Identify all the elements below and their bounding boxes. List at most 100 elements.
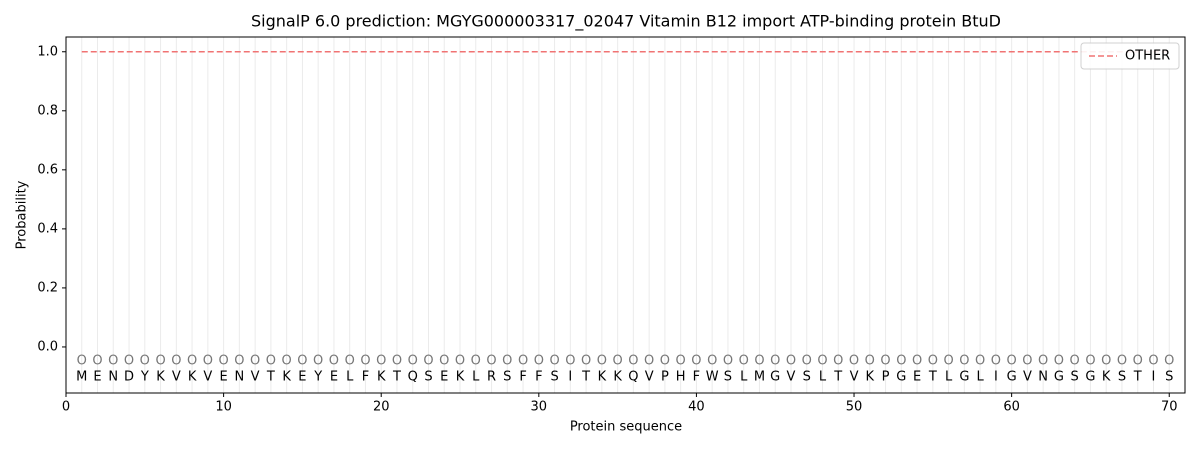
residue-label: O	[1101, 354, 1111, 369]
x-tick-label: 70	[1161, 400, 1178, 415]
residue-label: O	[754, 354, 764, 369]
residue-label: O	[423, 354, 433, 369]
residue-label: O	[502, 354, 512, 369]
residue: V	[787, 370, 796, 385]
residue-label: O	[187, 354, 197, 369]
y-tick-label: 1.0	[37, 44, 58, 59]
residue: V	[850, 370, 859, 385]
legend-box	[1080, 42, 1180, 70]
residue: T	[833, 370, 842, 385]
residue: S	[1071, 370, 1079, 385]
residue: G	[1085, 370, 1095, 385]
residue-label: O	[108, 354, 118, 369]
residue-label: O	[360, 354, 370, 369]
residue: K	[156, 370, 165, 385]
residue-label: O	[1164, 354, 1174, 369]
residue: E	[440, 370, 448, 385]
residue-label: O	[345, 354, 355, 369]
residue: T	[581, 370, 590, 385]
residue: K	[1102, 370, 1111, 385]
residue: Q	[628, 370, 638, 385]
residue-label: O	[644, 354, 654, 369]
legend-label: OTHER	[1125, 49, 1170, 64]
residue-label: O	[786, 354, 796, 369]
residue: Q	[408, 370, 418, 385]
residue: K	[377, 370, 386, 385]
residue-label: O	[218, 354, 228, 369]
y-tick-label: 0.4	[37, 221, 58, 236]
residue: G	[959, 370, 969, 385]
residue: L	[945, 370, 953, 385]
residue-label: O	[408, 354, 418, 369]
residue-label: O	[124, 354, 134, 369]
x-axis-label: Protein sequence	[570, 420, 682, 435]
residue: Y	[313, 370, 322, 385]
residue-label: O	[282, 354, 292, 369]
residue-label: O	[297, 354, 307, 369]
residue: L	[346, 370, 354, 385]
y-tick-label: 0.6	[37, 162, 58, 177]
plot-frame	[65, 36, 1186, 394]
residue-label: O	[597, 354, 607, 369]
y-tick-label: 0.2	[37, 280, 58, 295]
residue: S	[550, 370, 558, 385]
residue-label: O	[234, 354, 244, 369]
residue-label: O	[691, 354, 701, 369]
residue: N	[108, 370, 118, 385]
residue: R	[487, 370, 496, 385]
y-tick-label: 0.8	[37, 103, 58, 118]
residue-label: O	[313, 354, 323, 369]
residue-label: O	[991, 354, 1001, 369]
residue-label: O	[203, 354, 213, 369]
residue-label: O	[912, 354, 922, 369]
residue-label: O	[613, 354, 623, 369]
residue-label: O	[1133, 354, 1143, 369]
residue: F	[519, 370, 526, 385]
residue-label: O	[140, 354, 150, 369]
residue-label: O	[1022, 354, 1032, 369]
residue: L	[740, 370, 748, 385]
residue: E	[298, 370, 306, 385]
residue: I	[994, 370, 998, 385]
residue-label: O	[707, 354, 717, 369]
residue: K	[282, 370, 291, 385]
residue: L	[819, 370, 827, 385]
residue-label: O	[723, 354, 733, 369]
residue-label: O	[518, 354, 528, 369]
residue-label: O	[376, 354, 386, 369]
residue-label: O	[943, 354, 953, 369]
residue-label: O	[439, 354, 449, 369]
residue-label: O	[266, 354, 276, 369]
residue-label: O	[1070, 354, 1080, 369]
residue-label: O	[660, 354, 670, 369]
residue: L	[472, 370, 480, 385]
residue-label: O	[880, 354, 890, 369]
residue: M	[76, 370, 87, 385]
residue-label: O	[329, 354, 339, 369]
residue: N	[234, 370, 244, 385]
chart-title: SignalP 6.0 prediction: MGYG000003317_02…	[251, 12, 1001, 32]
residue: T	[1133, 370, 1142, 385]
residue-label: O	[1148, 354, 1158, 369]
residue: T	[928, 370, 937, 385]
residue-label: O	[92, 354, 102, 369]
residue-label: O	[849, 354, 859, 369]
residue-label: O	[817, 354, 827, 369]
residue-label: O	[565, 354, 575, 369]
residue: P	[882, 370, 890, 385]
residue: G	[1007, 370, 1017, 385]
residue-label: O	[676, 354, 686, 369]
residue: V	[251, 370, 260, 385]
residue-label: O	[896, 354, 906, 369]
residue: S	[803, 370, 811, 385]
residue: M	[754, 370, 765, 385]
residue: W	[706, 370, 719, 385]
residue: K	[598, 370, 607, 385]
residue-label: O	[1085, 354, 1095, 369]
residue: L	[976, 370, 984, 385]
residue: E	[93, 370, 101, 385]
residue: V	[1023, 370, 1032, 385]
residue-label: O	[1054, 354, 1064, 369]
x-tick-label: 50	[846, 400, 863, 415]
